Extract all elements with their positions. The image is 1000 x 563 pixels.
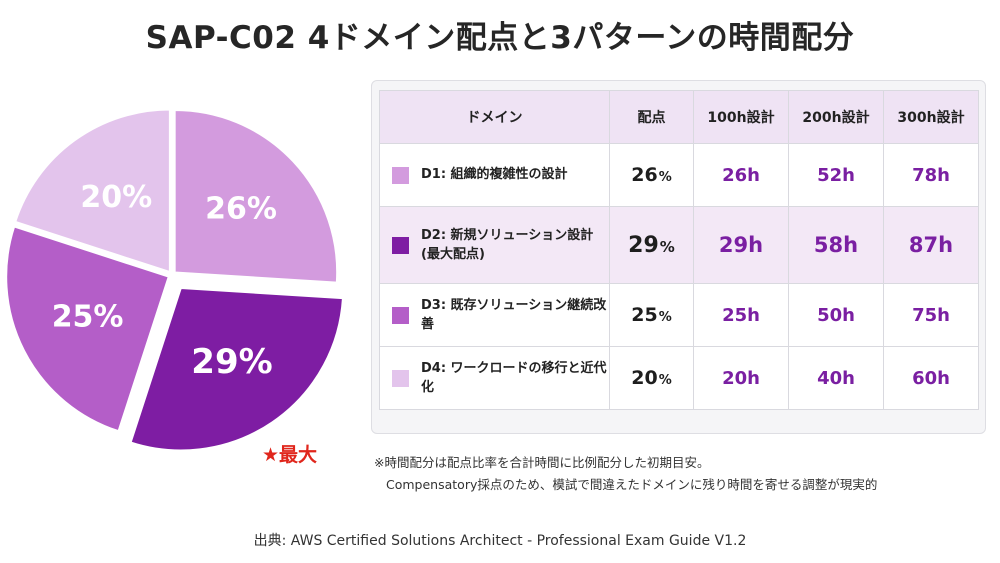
- source-citation: 出典: AWS Certified Solutions Architect - …: [253, 533, 747, 549]
- table-row-highlighted: D2: 新規ソリューション設計 (最大配点) 29% 29h 58h 87h: [379, 206, 979, 284]
- hours-100-cell: 20h: [693, 346, 789, 410]
- hours-300-cell: 78h: [883, 143, 979, 207]
- table-row: D4: ワークロードの移行と近代化 20% 20h 40h 60h: [379, 346, 979, 410]
- domain-cell: D1: 組織的複雑性の設計: [379, 143, 610, 207]
- pie-label-d4: 20%: [80, 180, 152, 215]
- max-annotation: ★最大: [262, 444, 318, 466]
- hours-value: 25h: [722, 304, 760, 326]
- table-row: D1: 組織的複雑性の設計 26% 26h 52h 78h: [379, 143, 979, 207]
- score-value: 26: [631, 164, 658, 186]
- footnote: ※時間配分は配点比率を合計時間に比例配分した初期目安。 Compensatory…: [374, 452, 877, 496]
- hours-value: 75h: [912, 304, 950, 326]
- pie-label-d1: 26%: [205, 192, 277, 227]
- d3-color-swatch: [392, 306, 409, 324]
- table-row: D3: 既存ソリューション継続改善 25% 25h 50h 75h: [379, 283, 979, 347]
- header-300h: 300h設計: [883, 90, 979, 144]
- score-unit: %: [658, 373, 672, 388]
- d2-color-swatch: [392, 236, 409, 254]
- domain-name: D3: 既存ソリューション継続改善: [421, 297, 607, 333]
- domain-table: ドメイン 配点 100h設計 200h設計 300h設計 D1: 組織的複雑性の…: [379, 90, 979, 410]
- score-unit: %: [658, 310, 672, 325]
- hours-value: 50h: [817, 304, 855, 326]
- hours-value: 29h: [718, 233, 764, 257]
- hours-100-cell: 26h: [693, 143, 789, 207]
- header-score: 配点: [609, 90, 694, 144]
- table-header-row: ドメイン 配点 100h設計 200h設計 300h設計: [379, 90, 979, 144]
- domain-cell: D3: 既存ソリューション継続改善: [379, 283, 610, 347]
- hours-300-cell: 60h: [883, 346, 979, 410]
- hours-value: 58h: [813, 233, 859, 257]
- hours-value: 87h: [908, 233, 954, 257]
- header-200h: 200h設計: [788, 90, 884, 144]
- domain-name: D4: ワークロードの移行と近代化: [421, 360, 607, 396]
- score-cell: 20%: [609, 346, 694, 410]
- d1-color-swatch: [392, 166, 409, 184]
- hours-value: 40h: [817, 367, 855, 389]
- domain-cell: D4: ワークロードの移行と近代化: [379, 346, 610, 410]
- footnote-line-1: ※時間配分は配点比率を合計時間に比例配分した初期目安。: [374, 455, 710, 470]
- hours-value: 52h: [817, 164, 855, 186]
- score-cell: 26%: [609, 143, 694, 207]
- pie-label-d3: 25%: [52, 300, 124, 335]
- domain-cell: D2: 新規ソリューション設計 (最大配点): [379, 206, 610, 284]
- hours-value: 26h: [722, 164, 760, 186]
- domain-name: D1: 組織的複雑性の設計: [421, 167, 568, 183]
- header-domain: ドメイン: [379, 90, 610, 144]
- footnote-line-2: Compensatory採点のため、模試で間違えたドメインに残り時間を寄せる調整…: [386, 477, 878, 492]
- score-value: 25: [631, 304, 658, 326]
- hours-value: 20h: [722, 367, 760, 389]
- domain-pie-chart: 26% 29% 25% 20%: [5, 109, 344, 451]
- pie-label-d2: 29%: [191, 342, 272, 382]
- score-unit: %: [658, 170, 672, 185]
- hours-300-cell: 75h: [883, 283, 979, 347]
- page-title: SAP-C02 4ドメイン配点と3パターンの時間配分: [145, 20, 855, 56]
- pie-slice-d4: [14, 109, 171, 273]
- hours-value: 60h: [912, 367, 950, 389]
- d4-color-swatch: [392, 369, 409, 387]
- pie-slice-d3: [5, 225, 170, 432]
- hours-200-cell: 52h: [788, 143, 884, 207]
- score-cell: 29%: [609, 206, 694, 284]
- hours-200-cell: 40h: [788, 346, 884, 410]
- domain-table-card: ドメイン 配点 100h設計 200h設計 300h設計 D1: 組織的複雑性の…: [371, 80, 986, 434]
- hours-100-cell: 25h: [693, 283, 789, 347]
- pie-slice-d1: [174, 109, 338, 284]
- domain-name: D2: 新規ソリューション設計 (最大配点): [421, 227, 594, 263]
- header-100h: 100h設計: [693, 90, 789, 144]
- hours-value: 78h: [912, 164, 950, 186]
- pie-slice-d2: [129, 287, 344, 451]
- hours-200-cell: 50h: [788, 283, 884, 347]
- score-value: 20: [631, 367, 658, 389]
- score-unit: %: [659, 237, 675, 256]
- score-value: 29: [628, 232, 659, 258]
- hours-200-cell: 58h: [788, 206, 884, 284]
- score-cell: 25%: [609, 283, 694, 347]
- hours-100-cell: 29h: [693, 206, 789, 284]
- hours-300-cell: 87h: [883, 206, 979, 284]
